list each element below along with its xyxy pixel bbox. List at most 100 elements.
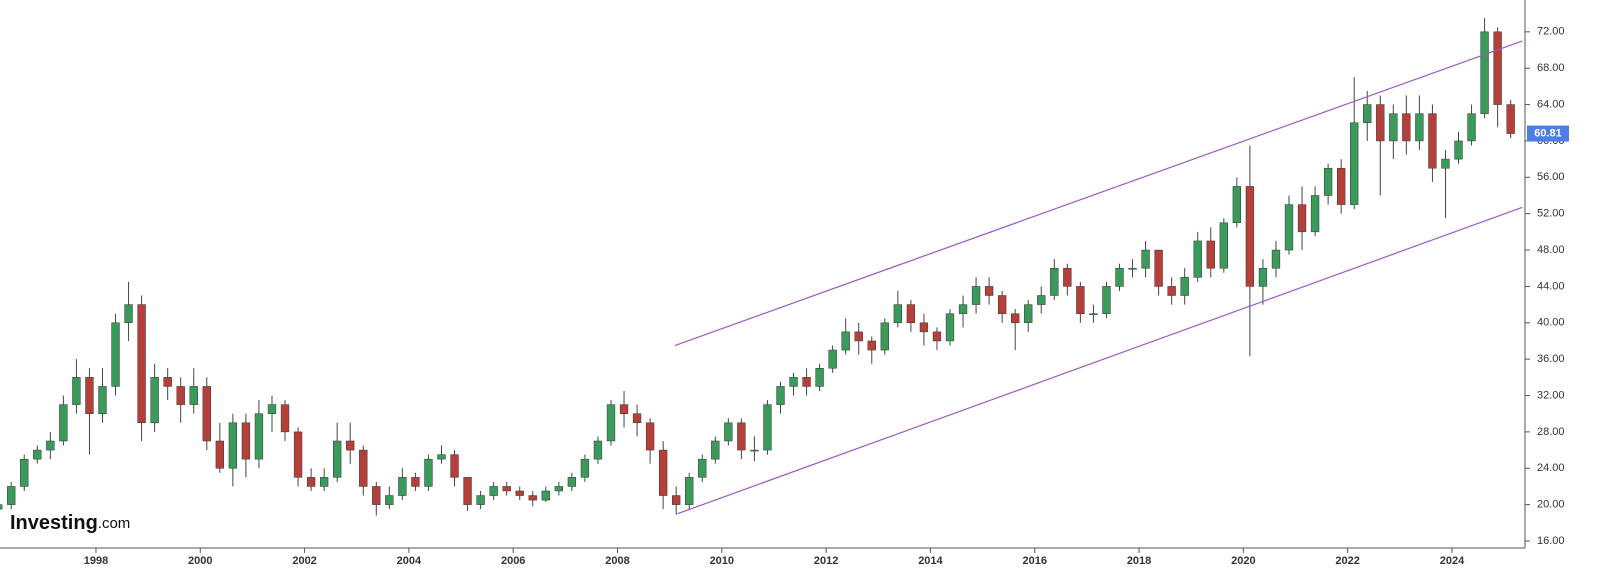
candle-body [502,486,511,492]
candle-body [958,304,968,314]
candle-body [1389,113,1398,142]
candle-body [176,386,185,405]
candle-body [1206,240,1215,269]
candle-body [854,331,863,342]
candle-body [372,486,381,505]
candle-body [672,495,681,505]
candle-body [1232,186,1242,224]
candle-body [424,458,433,487]
candle-body [685,477,694,505]
x-tick-label: 2014 [918,555,943,567]
candle-body [658,449,668,496]
candle-body [137,304,146,424]
candle-body [1128,267,1137,270]
candle-body [1050,267,1059,296]
candle-body [1336,167,1346,205]
candle-body [59,404,68,442]
x-tick-label: 2008 [605,555,629,567]
candle-body [437,454,446,460]
x-tick-label: 2006 [501,555,525,567]
candle-body [1297,204,1307,233]
x-tick-label: 2016 [1023,555,1047,567]
candle-body [163,377,172,387]
candle-body [763,404,772,451]
candle-body [1402,113,1411,142]
candle-body [997,295,1007,314]
candle-body [1506,104,1515,134]
candle-body [489,486,498,496]
y-tick-label: 56.00 [1537,171,1565,183]
candle-body [7,486,16,505]
candle-body [293,431,303,478]
candle-body [841,331,850,351]
candle-body [1428,113,1437,169]
y-tick-label: 48.00 [1537,244,1565,256]
x-tick-label: 2020 [1231,555,1255,567]
candle-body [645,422,655,451]
x-tick-label: 2022 [1335,555,1359,567]
candle-body [1284,204,1294,251]
candle-body [1454,140,1463,160]
y-tick-label: 40.00 [1537,317,1565,329]
x-tick-label: 2000 [188,555,212,567]
candle-body [528,495,537,501]
candle-body [476,495,485,505]
candle-body [1141,249,1150,269]
candle-body [385,495,394,505]
candle-body [802,377,811,387]
last-price-box [1527,125,1569,142]
y-tick-label: 20.00 [1537,499,1565,511]
candle-body [306,477,316,487]
candle-body [932,331,942,342]
candle-body [46,440,55,451]
candle-body [98,386,107,414]
candle-body [1089,313,1098,315]
candle-body [1363,104,1372,123]
candle-body [241,422,251,460]
candle-body [724,422,733,442]
candle-body [450,454,459,478]
x-tick-label: 1998 [84,555,108,567]
candle-body [1024,304,1033,324]
candle-body [554,486,563,492]
candle-body [893,304,903,324]
candle-body [919,322,929,333]
candle-body [815,367,824,387]
candle-body [333,440,342,478]
x-tick-label: 2024 [1440,555,1465,567]
candle-body [1310,195,1320,233]
candle-body [1480,31,1489,114]
candle-body [619,404,629,414]
brand-name: Investing [10,512,98,534]
candle-body [1076,286,1085,314]
candle-body [1115,267,1124,287]
candle-body [359,449,368,487]
candle-body [228,422,238,469]
candle-body [515,490,524,496]
x-tick-label: 2010 [710,555,734,567]
candle-body [319,477,329,487]
candle-body [1271,249,1281,269]
candle-body [202,386,211,442]
candle-body [1245,186,1255,287]
y-tick-label: 64.00 [1537,98,1565,110]
candle-body [33,449,42,460]
candle-body [580,458,590,478]
channel-line [674,40,1523,347]
brand-logo: Investing.com [10,512,130,534]
candle-body [1493,31,1502,105]
candle-body [789,377,798,387]
candle-body [906,304,916,324]
candle-body [254,413,264,460]
candle-body [1376,104,1385,142]
candle-body [1063,267,1072,287]
candle-body [698,458,707,478]
x-tick-label: 2002 [292,555,316,567]
candle-body [189,386,198,405]
y-tick-label: 68.00 [1537,62,1565,74]
candle-body [1193,240,1202,278]
candle-body [215,440,224,469]
candle-body [776,386,785,405]
candle-body [267,404,277,414]
candle-body [20,458,29,487]
